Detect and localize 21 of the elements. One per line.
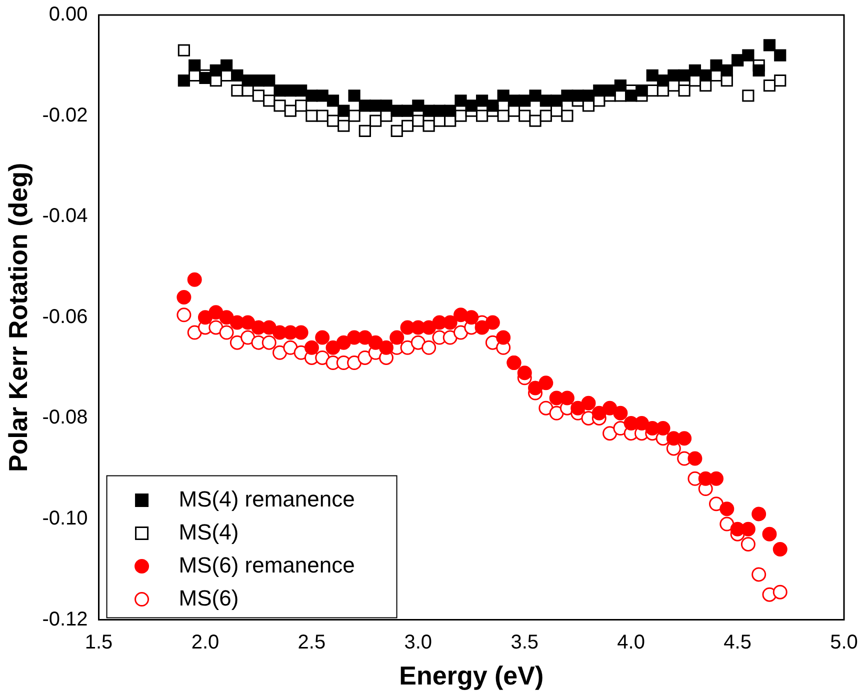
y-tick-label: 0.00 [48, 4, 88, 26]
x-tick-label: 2.5 [298, 631, 326, 654]
x-tick-label: 4.5 [724, 631, 752, 654]
y-tick-label: -0.08 [42, 406, 88, 429]
x-tick-label: 5.0 [830, 631, 858, 654]
legend-label: MS(4) remanence [178, 486, 355, 512]
y-tick-label: -0.04 [42, 205, 88, 228]
y-tick-label: -0.12 [42, 608, 88, 630]
x-tick-label: 3.5 [510, 631, 539, 654]
y-tick-label: -0.06 [42, 306, 88, 328]
legend-label: MS(6) remanence [178, 552, 355, 578]
legend-label: MS(4) [178, 519, 239, 544]
y-tick-label: -0.02 [42, 104, 88, 126]
x-axis-title: Energy (eV) [399, 660, 544, 691]
y-tick-label: -0.10 [42, 508, 88, 530]
x-tick-label: 1.5 [84, 631, 113, 654]
legend-label: MS(6) [178, 585, 239, 610]
y-axis-title: Polar Kerr Rotation (deg) [2, 162, 33, 472]
x-tick-label: 2.0 [191, 631, 220, 654]
x-tick-label: 4.0 [617, 631, 645, 654]
x-tick-label: 3.0 [404, 631, 432, 654]
